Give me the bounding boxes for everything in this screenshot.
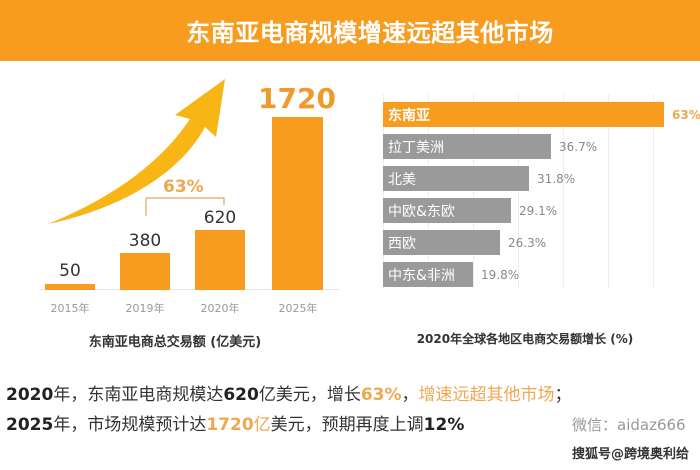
hbar-row: 中欧&东欧 29.1% (383, 198, 557, 223)
hbar-southeast-asia: 东南亚 (383, 102, 664, 127)
unit: 亿 (253, 415, 271, 435)
grid-line (428, 94, 429, 289)
bar-value-2019: 380 (128, 231, 162, 251)
left-bar-chart: 50 380 620 1720 63% 2015年 2019年 2020年 20… (0, 61, 350, 361)
text: ； (554, 385, 572, 405)
title-banner: 东南亚电商规模增速远超其他市场 (0, 0, 700, 61)
grid-line (518, 94, 519, 289)
hbar-north-america: 北美 (383, 166, 529, 191)
summary-line-1: 2020年，东南亚电商规模达620亿美元，增长63%，增速远超其他市场； (6, 380, 572, 410)
hbar-value: 36.7% (559, 139, 598, 154)
value-1720: 1720 (206, 415, 254, 435)
grid-line (383, 94, 384, 289)
hbar-central-eastern-europe: 中欧&东欧 (383, 198, 511, 223)
value-620: 620 (223, 385, 259, 405)
hbar-label: 拉丁美洲 (388, 139, 444, 156)
hbar-latin-america: 拉丁美洲 (383, 134, 551, 159)
bar-2015 (45, 284, 95, 290)
text: 年，市场规模预计达 (53, 415, 207, 435)
grid-line (473, 94, 474, 289)
right-bar-chart: 东南亚 63% 拉丁美洲 36.7% 北美 31.8% 中欧&东欧 29.1% … (350, 80, 700, 370)
growth-arrow-icon (48, 79, 225, 224)
hbar-value: 31.8% (537, 171, 576, 186)
hbar-row: 中东&非洲 19.8% (383, 262, 519, 287)
hbar-western-europe: 西欧 (383, 230, 500, 255)
hbar-row: 北美 31.8% (383, 166, 575, 191)
hbar-label: 西欧 (388, 235, 416, 252)
hbar-row: 东南亚 63% (383, 102, 700, 127)
year-2025: 2025 (6, 415, 54, 435)
text: ， (401, 385, 419, 405)
text: 年，东南亚电商规模达 (53, 385, 224, 405)
hbar-label: 北美 (388, 171, 416, 188)
grid-line (653, 94, 654, 289)
bar-2025 (272, 117, 323, 290)
hbar-value: 26.3% (508, 235, 547, 250)
right-chart-caption: 2020年全球各地区电商交易额增长 (%) (416, 332, 634, 346)
hbar-label: 中东&非洲 (388, 267, 455, 284)
hbar-value: 19.8% (481, 267, 520, 282)
wechat-id: 微信：aidaz666 (572, 416, 686, 434)
hbar-label: 东南亚 (388, 107, 430, 124)
x-label-2019: 2019年 (125, 302, 165, 315)
watermark: 搜狐号@跨境奥利给 (572, 447, 690, 462)
grid-line (608, 94, 609, 289)
hbar-value: 63% (672, 107, 700, 122)
bar-value-2020: 620 (203, 208, 237, 228)
hbar-row: 西欧 26.3% (383, 230, 546, 255)
hbar-label: 中欧&东欧 (388, 203, 455, 220)
bar-2020 (195, 230, 245, 290)
growth-bracket (145, 197, 225, 216)
summary-text: 2020年，东南亚电商规模达620亿美元，增长63%，增速远超其他市场； 202… (6, 380, 572, 440)
value-12pct: 12% (423, 415, 465, 435)
hbar-value: 29.1% (519, 203, 558, 218)
text: 亿美元，增长 (258, 385, 361, 405)
x-axis-line (40, 289, 340, 290)
text: 美元，预期再度上调 (270, 415, 424, 435)
x-label-2015: 2015年 (50, 302, 90, 315)
year-2020: 2020 (6, 385, 54, 405)
summary-line-2: 2025年，市场规模预计达1720亿美元，预期再度上调12% (6, 410, 572, 440)
page-title: 东南亚电商规模增速远超其他市场 (186, 19, 554, 47)
grid-line (563, 94, 564, 289)
x-label-2020: 2020年 (200, 302, 240, 315)
x-label-2025: 2025年 (278, 302, 318, 315)
highlight-text: 增速远超其他市场 (418, 385, 555, 405)
bar-value-2015: 50 (59, 261, 81, 281)
value-63pct: 63% (360, 385, 402, 405)
hbar-middle-east-africa: 中东&非洲 (383, 262, 473, 287)
bar-value-2025: 1720 (258, 82, 336, 115)
hbar-row: 拉丁美洲 36.7% (383, 134, 597, 159)
left-chart-caption: 东南亚电商总交易额 (亿美元) (88, 335, 262, 350)
growth-label: 63% (163, 177, 204, 197)
bar-2019 (120, 253, 170, 290)
